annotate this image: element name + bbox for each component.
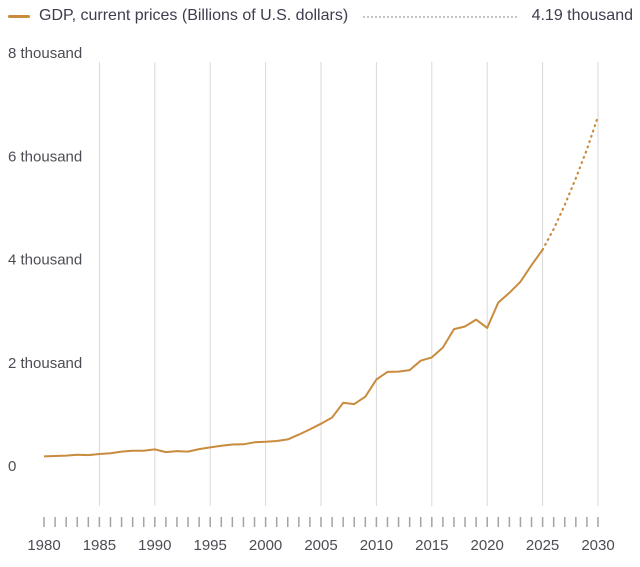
x-axis-label: 2025 <box>526 537 559 554</box>
y-axis-label: 4 thousand <box>8 252 82 269</box>
gdp-line-actual <box>43 249 544 458</box>
y-axis-label: 2 thousand <box>8 355 82 372</box>
x-axis-label: 2015 <box>415 537 448 554</box>
legend-latest-value: 4.19 thousand <box>531 7 633 24</box>
x-axis-label: 2000 <box>249 537 282 554</box>
y-axis-label: 0 <box>8 458 16 475</box>
y-axis-label: 8 thousand <box>8 45 82 62</box>
x-axis-label: 1980 <box>27 537 60 554</box>
gdp-line-projection <box>541 115 600 251</box>
x-axis-label: 1990 <box>138 537 171 554</box>
x-axis-label: 1985 <box>83 537 116 554</box>
x-axis-label: 2020 <box>471 537 504 554</box>
x-axis-label: 2010 <box>360 537 393 554</box>
line-series-swatch-icon <box>8 14 30 18</box>
x-axis-label: 1995 <box>194 537 227 554</box>
x-axis-label: 2005 <box>304 537 337 554</box>
legend-label: GDP, current prices (Billions of U.S. do… <box>39 7 349 24</box>
legend: GDP, current prices (Billions of U.S. do… <box>8 5 633 27</box>
x-axis-label: 2030 <box>581 537 614 554</box>
leader-dotted-line <box>363 16 517 18</box>
y-axis-label: 6 thousand <box>8 148 82 165</box>
